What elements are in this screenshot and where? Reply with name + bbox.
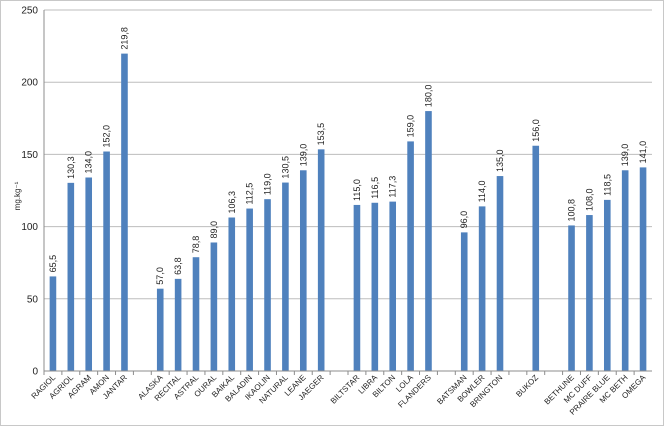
data-label: 153,5	[316, 123, 326, 146]
data-label: 117,3	[388, 176, 398, 198]
bar	[228, 217, 236, 371]
data-label: 57,0	[155, 267, 165, 285]
bar	[192, 257, 200, 371]
data-label: 115,0	[352, 179, 362, 201]
data-label: 119,0	[263, 173, 273, 195]
data-label: 114,0	[477, 181, 487, 203]
bar	[425, 111, 432, 371]
data-label: 118,5	[602, 174, 612, 196]
data-label: 96,0	[459, 211, 469, 229]
data-label: 159,0	[406, 115, 416, 138]
bar	[67, 182, 75, 371]
gridlines	[44, 9, 652, 300]
bar	[353, 204, 361, 371]
bar	[532, 145, 540, 371]
bar	[121, 53, 128, 372]
y-tick-label: 100	[21, 222, 38, 233]
data-label: 134,0	[84, 151, 94, 174]
bar	[603, 199, 611, 371]
data-label: 139,0	[620, 144, 630, 167]
bars	[49, 53, 647, 372]
bar	[246, 208, 253, 371]
bar	[568, 225, 575, 371]
bar	[264, 199, 271, 371]
y-tick-label: 150	[21, 150, 38, 161]
bar	[639, 167, 647, 371]
axes	[43, 10, 652, 375]
bar	[389, 201, 397, 371]
data-label: 139,0	[298, 144, 308, 167]
y-axis-label: mg.kg⁻¹	[13, 181, 22, 210]
data-label: 135,0	[495, 150, 505, 173]
bar	[317, 149, 325, 371]
bar	[174, 278, 182, 371]
bar	[586, 215, 593, 371]
bar	[210, 242, 218, 371]
data-label: 130,3	[66, 156, 76, 179]
bar	[496, 176, 504, 371]
y-tick-label: 200	[21, 78, 38, 89]
y-tick-label: 250	[21, 6, 38, 17]
bar	[103, 151, 110, 371]
data-label: 108,0	[584, 189, 594, 212]
data-label: 63,8	[173, 257, 183, 275]
labels: 05010015020025065,5RAGIOL130,3AGRIOL134,…	[21, 6, 648, 417]
bar	[478, 206, 486, 371]
data-label: 78,8	[191, 236, 201, 254]
data-label: 156,0	[531, 119, 541, 142]
data-label: 219,8	[119, 27, 129, 50]
data-label: 130,5	[280, 156, 290, 179]
bar	[407, 141, 414, 371]
data-label: 106,3	[227, 191, 237, 214]
bar	[282, 182, 289, 371]
data-label: 180,0	[423, 85, 433, 108]
y-tick-label: 50	[27, 294, 39, 305]
y-tick-label: 0	[32, 367, 38, 378]
data-label: 65,5	[48, 255, 58, 273]
bar	[156, 288, 164, 371]
bar	[85, 177, 93, 371]
bar	[49, 276, 57, 371]
bar	[460, 232, 468, 371]
bar	[371, 202, 379, 371]
data-label: 112,5	[245, 183, 255, 205]
bar	[621, 170, 629, 371]
category-label: BUKOZ	[514, 373, 540, 399]
data-label: 152,0	[102, 125, 112, 148]
data-label: 116,5	[370, 177, 380, 199]
data-label: 100,8	[567, 199, 577, 222]
bar	[299, 170, 307, 371]
data-label: 89,0	[209, 221, 219, 239]
data-label: 141,0	[638, 141, 648, 164]
